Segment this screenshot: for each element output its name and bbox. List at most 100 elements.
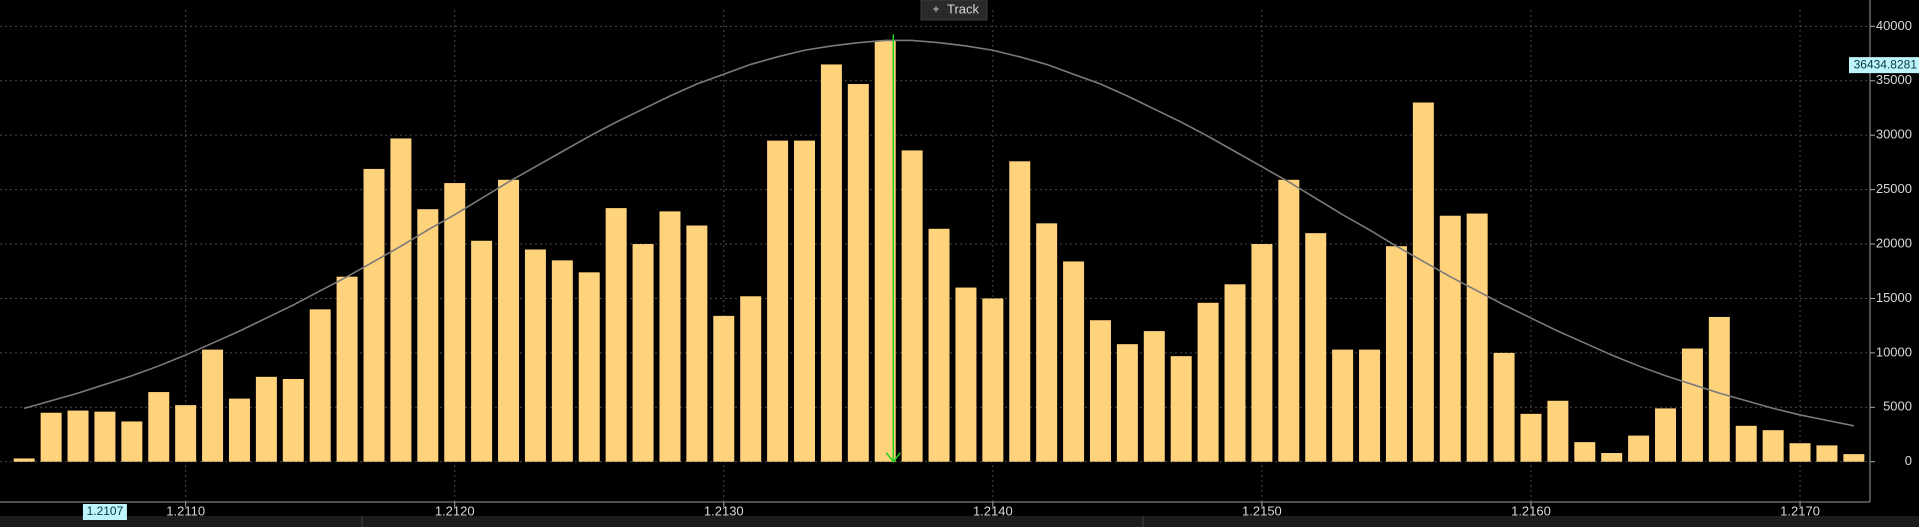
bar — [498, 179, 520, 462]
y-tick-label: 20000 — [1876, 235, 1912, 250]
bar — [444, 183, 466, 462]
bar — [1332, 349, 1354, 462]
x-tick-label: 1.2130 — [704, 503, 744, 518]
bar — [1089, 320, 1111, 462]
bar — [1816, 445, 1838, 462]
y-tick-label: 35000 — [1876, 72, 1912, 87]
bar — [1170, 356, 1192, 462]
bar — [874, 40, 896, 462]
bar — [1439, 215, 1461, 462]
bar — [1493, 352, 1515, 462]
bar — [1009, 161, 1031, 462]
x-tick-label: 1.2160 — [1511, 503, 1551, 518]
bar — [202, 349, 224, 462]
bar — [928, 228, 950, 462]
bar — [1574, 442, 1596, 462]
bar — [1224, 284, 1246, 462]
cursor-x-box — [82, 504, 127, 520]
y-tick-label: 10000 — [1876, 344, 1912, 359]
track-button-box[interactable] — [920, 0, 988, 21]
bar — [955, 287, 977, 462]
y-tick-label: 25000 — [1876, 181, 1912, 196]
bar — [1466, 213, 1488, 462]
bar — [1251, 244, 1273, 462]
bar — [605, 208, 627, 462]
bar — [94, 411, 116, 462]
bar — [820, 64, 842, 462]
bar — [551, 260, 573, 462]
bar — [471, 240, 493, 462]
bar — [228, 398, 250, 462]
bar — [121, 421, 143, 462]
fit-curve — [24, 39, 1855, 427]
bar — [148, 392, 170, 462]
y-tick-label: 5000 — [1883, 399, 1912, 414]
x-tick-label: 1.2120 — [435, 503, 475, 518]
bar — [417, 209, 439, 462]
bar — [309, 309, 331, 462]
track-button[interactable]: + Track — [920, 0, 988, 21]
bar — [1197, 302, 1219, 462]
y-tick-label: 0 — [1905, 453, 1912, 468]
bar — [1547, 400, 1569, 462]
bar — [632, 244, 654, 462]
y-tick-label: 30000 — [1876, 127, 1912, 142]
cursor-y-label: 36434.8281 — [1854, 57, 1918, 71]
bar — [1762, 430, 1784, 462]
bar — [1278, 179, 1300, 462]
bar — [255, 376, 277, 462]
bar — [1789, 443, 1811, 462]
y-tick-label: 15000 — [1876, 290, 1912, 305]
bar — [1735, 425, 1757, 462]
x-tick-label: 1.2150 — [1242, 503, 1282, 518]
bar — [40, 412, 62, 462]
bar — [1655, 408, 1677, 462]
bar — [524, 249, 546, 462]
cursor-y-box — [1849, 57, 1919, 74]
bar — [175, 405, 197, 462]
bar — [1520, 413, 1542, 462]
bar — [1385, 246, 1407, 462]
marks-layer — [13, 39, 1865, 462]
bar — [67, 410, 89, 462]
bar — [282, 379, 304, 462]
bar — [1359, 349, 1381, 462]
bar — [767, 140, 789, 462]
bar — [1116, 344, 1138, 462]
bar — [336, 276, 358, 462]
cursor-x-label: 1.2107 — [87, 504, 124, 518]
bar — [1412, 102, 1434, 462]
bar — [578, 272, 600, 462]
bar — [1143, 331, 1165, 462]
bar — [1708, 316, 1730, 462]
bar — [794, 140, 815, 462]
bar — [390, 138, 412, 462]
track-icon: + — [932, 2, 939, 16]
bar — [982, 298, 1004, 462]
bar — [847, 84, 869, 462]
y-tick-label: 40000 — [1876, 18, 1912, 33]
bar — [1628, 435, 1650, 462]
x-tick-label: 1.2110 — [166, 503, 205, 518]
bar — [1036, 223, 1058, 462]
bar — [1681, 348, 1703, 462]
x-tick-label: 1.2170 — [1780, 503, 1820, 518]
bar — [740, 296, 762, 462]
bar — [13, 458, 35, 462]
bar — [901, 150, 923, 462]
bar — [1305, 233, 1327, 462]
x-tick-label: 1.2140 — [973, 503, 1013, 518]
bar — [1063, 261, 1085, 462]
bottom-strip — [0, 516, 1919, 527]
bar — [1601, 453, 1623, 462]
bar — [659, 211, 681, 462]
bar — [713, 315, 735, 462]
bar — [686, 225, 708, 462]
track-button-label[interactable]: Track — [947, 1, 980, 16]
bar — [363, 168, 385, 462]
marker-arrow — [885, 452, 901, 463]
bar — [1843, 454, 1865, 462]
